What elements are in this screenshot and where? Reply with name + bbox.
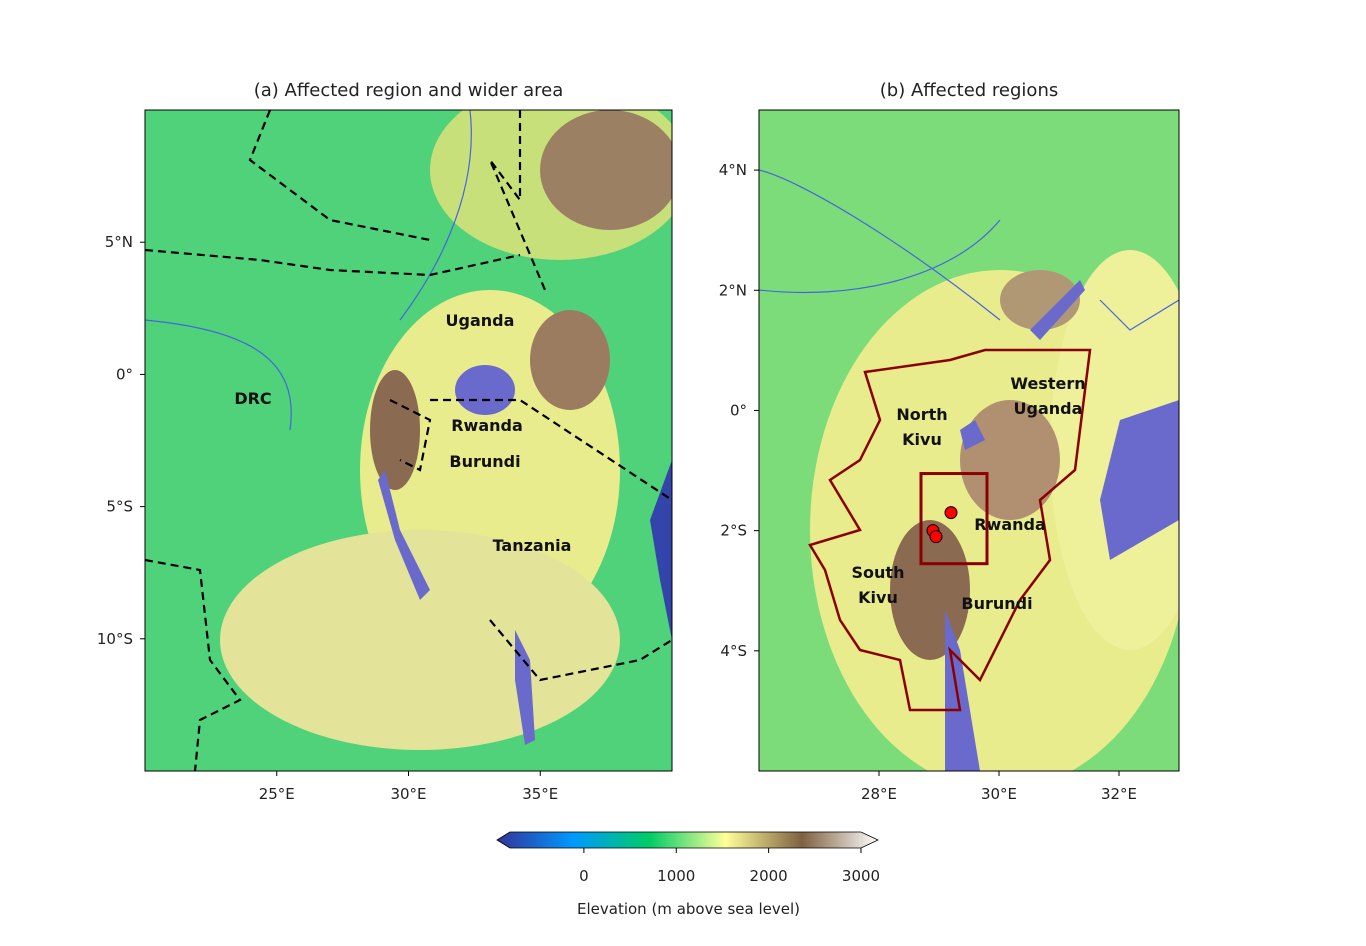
x-tick-label: 25°E [259,785,295,803]
y-tick-label: 10°S [97,630,133,648]
y-tick-label: 2°S [720,522,747,540]
region-label-line: Burundi [449,452,520,471]
region-label: DRC [234,389,271,408]
event-point [944,506,958,520]
x-tick-label: 30°E [390,785,426,803]
region-label-line: Rwanda [451,416,523,435]
x-tick-label: 30°E [981,785,1017,803]
y-tick-label: 4°N [719,161,747,179]
region-label-line: Tanzania [493,536,572,555]
region-label-line: DRC [234,389,271,408]
map-frame [758,109,1180,772]
region-label: Uganda [446,311,515,330]
y-tick-label: 4°S [720,642,747,660]
colorbar-tick-label: 2000 [750,867,788,885]
y-tick-label: 0° [116,365,133,383]
map-title: (a) Affected region and wider area [254,80,563,101]
region-outline [808,348,1092,712]
y-tick-label: 0° [730,401,747,419]
region-label-line: Rwanda [974,515,1046,534]
map-title: (b) Affected regions [880,80,1058,101]
region-label-line: North [896,405,947,424]
event-point [929,530,943,544]
region-label-line: Kivu [902,430,942,449]
region-label-line: Kivu [858,588,898,607]
region-label-line: Uganda [446,311,515,330]
x-tick-label: 28°E [861,785,897,803]
region-label-line: South [852,563,905,582]
terrain-a [145,110,672,771]
region-label-line: Burundi [961,594,1032,613]
region-label: South Kivu [852,563,905,607]
colorbar-tick-label: 1000 [657,867,695,885]
region-label-line: Western [1010,374,1085,393]
colorbar-label: Elevation (m above sea level) [577,900,800,918]
y-tick-label: 5°N [105,233,133,251]
y-tick-label: 2°N [719,281,747,299]
colorbar [496,831,879,849]
y-tick-label: 5°S [106,498,133,516]
region-label: Burundi [449,452,520,471]
region-label: Rwanda [974,515,1046,534]
colorbar-tick-label: 3000 [842,867,880,885]
study-box [919,472,989,566]
x-tick-label: 35°E [522,785,558,803]
region-label: Burundi [961,594,1032,613]
colorbar-tick-label: 0 [579,867,589,885]
region-label: Rwanda [451,416,523,435]
x-tick-label: 32°E [1101,785,1137,803]
region-label: Western Uganda [1010,374,1085,418]
terrain-b [759,110,1179,771]
region-label-line: Uganda [1014,399,1083,418]
region-label: Tanzania [493,536,572,555]
region-label: North Kivu [896,405,947,449]
